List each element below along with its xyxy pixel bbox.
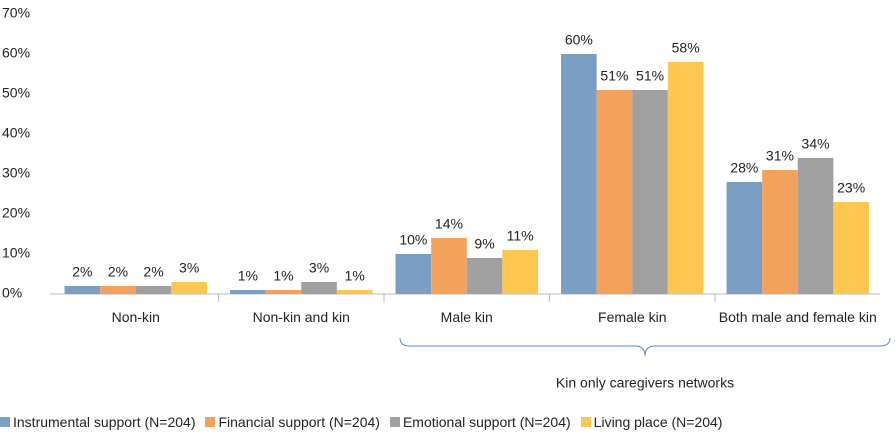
bar xyxy=(502,250,538,294)
legend-label: Living place (N=204) xyxy=(593,414,723,430)
legend: Instrumental support (N=204) Financial su… xyxy=(0,414,722,430)
annotation: Kin only caregivers networks xyxy=(556,375,734,391)
legend-swatch xyxy=(0,417,10,427)
legend-label: Financial support (N=204) xyxy=(218,414,380,430)
value-label: 51% xyxy=(600,68,628,84)
bar xyxy=(632,90,668,294)
value-label: 11% xyxy=(507,228,534,244)
value-label: 58% xyxy=(672,40,700,56)
bar xyxy=(833,202,869,294)
legend-swatch xyxy=(389,417,400,427)
value-label: 31% xyxy=(766,148,794,164)
value-label: 3% xyxy=(179,260,199,276)
x-tick-label: Non-kin and kin xyxy=(252,309,350,325)
y-tick-label: 20% xyxy=(2,205,30,221)
y-tick-label: 40% xyxy=(2,125,30,141)
legend-item: Financial support (N=204) xyxy=(205,414,380,430)
bar xyxy=(64,286,101,294)
value-label: 9% xyxy=(474,236,494,252)
y-tick-label: 10% xyxy=(2,245,30,261)
value-label: 3% xyxy=(309,260,329,276)
bar xyxy=(336,290,373,294)
value-label: 10% xyxy=(399,232,427,248)
legend-label: Emotional support (N=204) xyxy=(402,414,571,430)
bar xyxy=(171,282,207,294)
bar xyxy=(596,90,633,294)
x-tick-label: Both male and female kin xyxy=(718,309,877,325)
legend-item: Instrumental support (N=204) xyxy=(0,414,195,430)
bar xyxy=(301,282,337,294)
value-label: 60% xyxy=(565,32,593,48)
bar xyxy=(797,158,834,294)
legend-swatch xyxy=(205,417,216,427)
bar xyxy=(395,254,432,294)
brace xyxy=(399,337,891,357)
legend-item: Living place (N=204) xyxy=(580,414,723,430)
bar xyxy=(431,238,467,294)
bar xyxy=(726,182,763,294)
y-tick-label: 70% xyxy=(2,5,30,21)
y-tick-label: 50% xyxy=(2,85,30,101)
legend-swatch xyxy=(580,417,591,427)
value-label: 2% xyxy=(72,264,92,280)
bar xyxy=(667,62,704,294)
y-tick-label: 30% xyxy=(2,165,30,181)
bar xyxy=(561,54,597,294)
bar xyxy=(135,286,172,294)
y-tick-label: 60% xyxy=(2,45,30,61)
value-label: 34% xyxy=(802,136,830,152)
y-tick-label: 0% xyxy=(2,285,22,301)
value-label: 1% xyxy=(345,268,365,284)
legend-label: Instrumental support (N=204) xyxy=(13,414,196,430)
value-label: 51% xyxy=(636,68,664,84)
legend-item: Emotional support (N=204) xyxy=(389,414,571,430)
value-label: 2% xyxy=(143,264,163,280)
bar xyxy=(265,290,302,294)
value-label: 1% xyxy=(238,268,258,284)
bar xyxy=(762,170,798,294)
x-tick-label: Male kin xyxy=(440,309,493,325)
value-label: 23% xyxy=(837,180,865,196)
x-tick-label: Non-kin xyxy=(111,309,160,325)
bar xyxy=(100,286,136,294)
bar xyxy=(230,290,266,294)
value-label: 14% xyxy=(435,216,463,232)
bar xyxy=(466,258,503,294)
value-label: 1% xyxy=(273,268,293,284)
x-tick-label: Female kin xyxy=(598,309,667,325)
value-label: 2% xyxy=(108,264,128,280)
value-label: 28% xyxy=(730,160,758,176)
